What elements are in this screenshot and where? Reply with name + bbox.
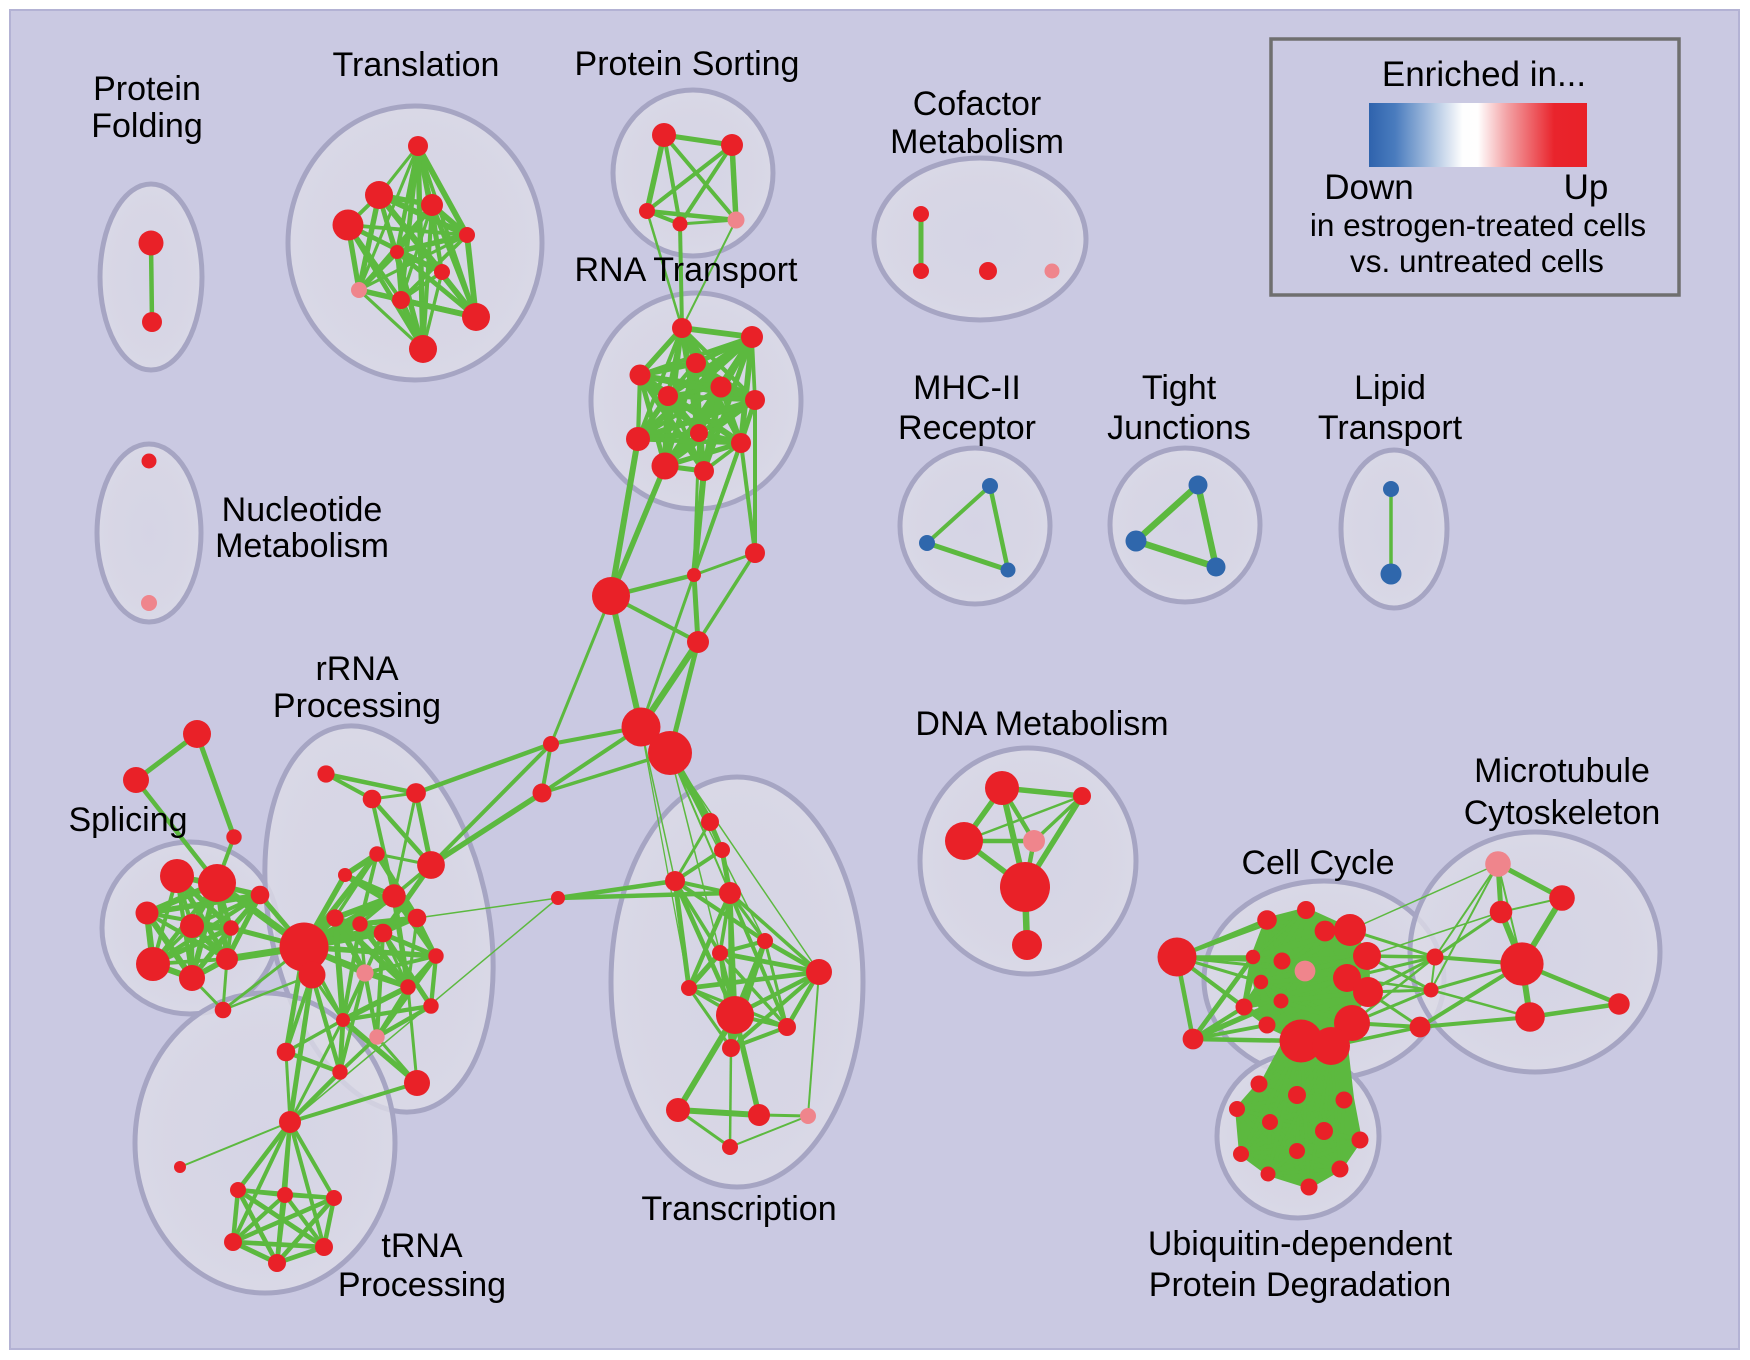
svg-text:Cofactor: Cofactor [913, 85, 1042, 123]
svg-text:Processing: Processing [338, 1266, 506, 1304]
svg-text:MHC-II: MHC-II [913, 369, 1021, 407]
svg-text:Folding: Folding [91, 107, 203, 145]
svg-text:vs. untreated cells: vs. untreated cells [1350, 243, 1604, 279]
svg-text:Splicing: Splicing [68, 801, 187, 839]
svg-text:Lipid: Lipid [1354, 369, 1426, 407]
svg-text:Metabolism: Metabolism [215, 527, 389, 565]
svg-text:Transcription: Transcription [641, 1190, 836, 1228]
svg-text:Microtubule: Microtubule [1474, 752, 1650, 790]
svg-text:Protein Degradation: Protein Degradation [1149, 1266, 1451, 1304]
svg-text:Enriched in...: Enriched in... [1382, 55, 1586, 94]
svg-text:Cell Cycle: Cell Cycle [1241, 844, 1394, 882]
svg-text:RNA Transport: RNA Transport [575, 251, 799, 289]
svg-text:rRNA: rRNA [315, 650, 398, 688]
svg-text:Protein: Protein [93, 70, 201, 108]
svg-text:in estrogen-treated cells: in estrogen-treated cells [1310, 207, 1646, 243]
svg-text:tRNA: tRNA [381, 1227, 463, 1265]
svg-text:Nucleotide: Nucleotide [222, 491, 383, 529]
svg-text:Receptor: Receptor [898, 409, 1036, 447]
svg-text:Metabolism: Metabolism [890, 123, 1064, 161]
svg-text:Tight: Tight [1142, 369, 1217, 407]
svg-text:Transport: Transport [1318, 409, 1463, 447]
svg-text:Protein Sorting: Protein Sorting [575, 45, 800, 83]
svg-text:DNA Metabolism: DNA Metabolism [915, 705, 1168, 743]
svg-text:Down: Down [1324, 168, 1413, 207]
svg-text:Cytoskeleton: Cytoskeleton [1464, 794, 1661, 832]
svg-text:Ubiquitin-dependent: Ubiquitin-dependent [1148, 1225, 1453, 1263]
svg-text:Processing: Processing [273, 687, 441, 725]
svg-text:Up: Up [1564, 168, 1609, 207]
svg-text:Junctions: Junctions [1107, 409, 1251, 447]
svg-text:Translation: Translation [333, 46, 500, 84]
